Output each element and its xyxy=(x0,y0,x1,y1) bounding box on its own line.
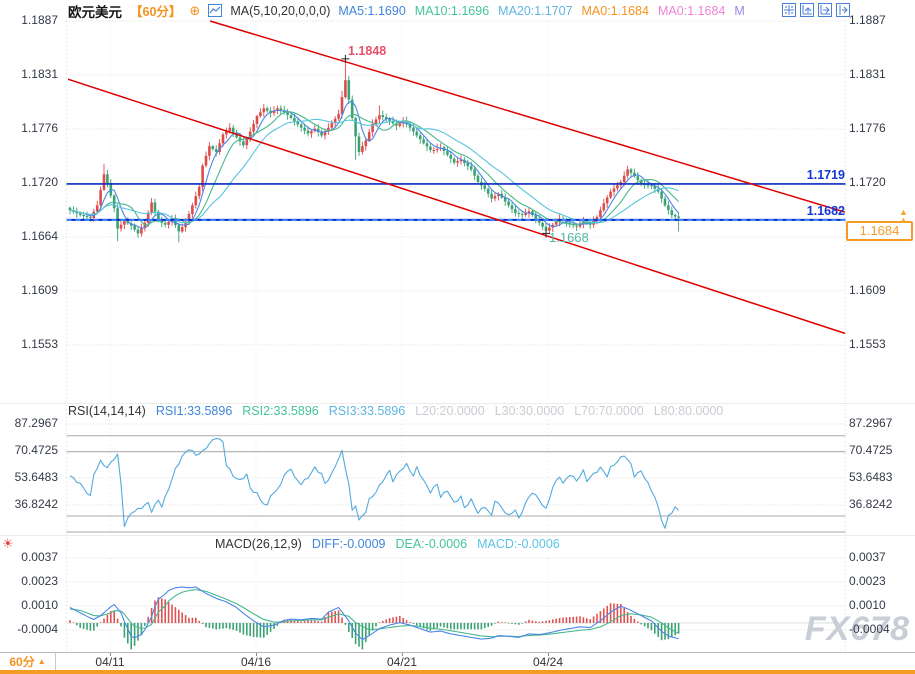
chevron-up-icon: ▲ xyxy=(37,657,46,666)
axis-label: 1.1720 xyxy=(849,175,886,189)
add-indicator-icon[interactable]: ⊕ xyxy=(189,3,201,18)
date-axis-label: 04/11 xyxy=(95,655,125,669)
axis-label: 1.1664 xyxy=(21,229,58,243)
rsi-value-label: L80:80.0000 xyxy=(653,404,724,418)
rsi-value-label: RSI2:33.5896 xyxy=(242,404,319,418)
panel-separator xyxy=(0,403,915,404)
timeframe-tab-label: 60分 xyxy=(9,655,35,669)
axis-tick xyxy=(402,653,403,656)
date-axis-label: 04/16 xyxy=(240,655,272,669)
macd-value-label: DEA:-0.0006 xyxy=(395,537,468,551)
timeframe-tab[interactable]: 60分 ▲ xyxy=(0,653,56,670)
scale-axis-icon[interactable] xyxy=(818,3,832,17)
symbol-name: 欧元美元 xyxy=(68,4,122,20)
rsi-value-label: RSI3:33.5896 xyxy=(328,404,406,418)
axis-label: 1.1720 xyxy=(21,175,58,189)
ma-value-label: MA5:1.1690 xyxy=(338,3,406,18)
axis-label: 36.8242 xyxy=(14,497,58,511)
price-arrow-marker: ▲ ▲ xyxy=(899,207,908,225)
date-axis-label: 04/24 xyxy=(532,655,564,669)
ma-values: MA5:1.1690 MA10:1.1696 MA20:1.1707 MA0:1.16… xyxy=(338,4,744,18)
macd-header: MACD(26,12,9) DIFF:-0.0009 DEA:-0.0006 MAC… xyxy=(215,537,560,551)
rsi-value-label: L70:70.0000 xyxy=(574,404,644,418)
axis-label: -0.0004 xyxy=(17,622,58,636)
macd-settings-label: MACD(26,12,9) xyxy=(215,537,302,551)
axis-label: 0.0037 xyxy=(849,550,886,564)
ma-value-label: MA20:1.1707 xyxy=(498,3,573,18)
ma-value-label: MA10:1.1696 xyxy=(414,3,490,18)
rsi-header: RSI(14,14,14) RSI1:33.5896 RSI2:33.5896 RS… xyxy=(68,404,723,418)
axis-label: 1.1887 xyxy=(21,13,58,27)
axis-label: 70.4725 xyxy=(14,443,58,457)
macd-value-label: DIFF:-0.0009 xyxy=(311,537,386,551)
indicator-settings-icon[interactable]: ☀ xyxy=(2,536,14,551)
axis-tick xyxy=(256,653,257,656)
resistance-level-label: 1.1719 xyxy=(806,168,845,182)
rsi-value-label: L30:30.0000 xyxy=(494,404,565,418)
axis-label: 0.0010 xyxy=(849,598,886,612)
axis-label: 87.2967 xyxy=(14,416,58,430)
axis-label: 1.1776 xyxy=(21,121,58,135)
axis-label: 36.8242 xyxy=(849,497,893,511)
ma-value-label: M xyxy=(734,3,745,18)
axis-label: 1.1831 xyxy=(21,67,58,81)
axis-tick xyxy=(548,653,549,656)
swing-high-label: 1.1848 xyxy=(348,44,387,58)
rsi-settings-label: RSI(14,14,14) xyxy=(68,404,146,418)
ma-value-label: MA0:1.1684 xyxy=(657,3,726,18)
date-axis-label: 04/21 xyxy=(386,655,418,669)
axis-label: 1.1887 xyxy=(849,13,886,27)
axis-label: 0.0023 xyxy=(21,574,58,588)
fit-chart-icon[interactable] xyxy=(800,3,814,17)
axis-label: 87.2967 xyxy=(849,416,893,430)
axis-label: 53.6483 xyxy=(14,470,58,484)
current-price-box: 1.1684 xyxy=(846,221,913,241)
line-chart-icon xyxy=(208,4,223,17)
axis-strip-border xyxy=(0,652,915,653)
panel-separator xyxy=(0,535,915,536)
title-bar: 欧元美元 【60分】 ⊕ MA(5,10,20,0,0,0) MA5:1.169… xyxy=(68,2,745,20)
macd-value-label: MACD:-0.0006 xyxy=(477,537,560,551)
axis-label: 53.6483 xyxy=(849,470,893,484)
axis-label: 1.1609 xyxy=(849,283,886,297)
rsi-values: RSI1:33.5896 RSI2:33.5896 RSI3:33.5896 L20:… xyxy=(156,404,723,418)
rsi-value-label: L20:20.0000 xyxy=(415,404,485,418)
watermark: FX678 xyxy=(804,610,910,648)
timeframe-label: 【60分】 xyxy=(130,5,182,19)
chart-toolbar xyxy=(782,3,850,17)
axis-label: 0.0023 xyxy=(849,574,886,588)
axis-label: 1.1609 xyxy=(21,283,58,297)
macd-values: DIFF:-0.0009 DEA:-0.0006 MACD:-0.0006 xyxy=(312,537,560,551)
axis-label: -0.0004 xyxy=(849,622,890,636)
axis-label: 0.0010 xyxy=(21,598,58,612)
axis-label: 1.1553 xyxy=(21,337,58,351)
support-level-label: 1.1682 xyxy=(806,204,845,218)
axis-label: 1.1776 xyxy=(849,121,886,135)
ma-value-label: MA0:1.1684 xyxy=(581,3,649,18)
swing-low-label: 1.1668 xyxy=(549,230,589,245)
axis-label: 1.1553 xyxy=(849,337,886,351)
axis-label: 0.0037 xyxy=(21,550,58,564)
axis-label: 70.4725 xyxy=(849,443,893,457)
axis-tick xyxy=(110,653,111,656)
rsi-value-label: RSI1:33.5896 xyxy=(155,404,233,418)
pan-right-icon[interactable] xyxy=(836,3,850,17)
crosshair-icon[interactable] xyxy=(782,3,796,17)
ma-settings-label: MA(5,10,20,0,0,0) xyxy=(230,3,331,18)
bottom-accent-bar xyxy=(0,670,915,674)
axis-label: 1.1831 xyxy=(849,67,886,81)
